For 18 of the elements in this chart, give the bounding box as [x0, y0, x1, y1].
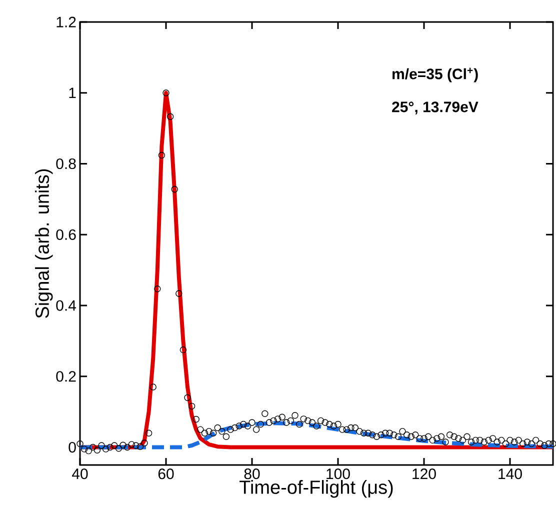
y-tick-label: 0 — [68, 442, 76, 453]
y-tick-label: 0.4 — [56, 300, 76, 311]
line-series — [80, 421, 554, 450]
y-tick-label: 0.2 — [56, 371, 76, 382]
y-tick-label: 1 — [69, 88, 76, 98]
x-tick-label: 100 — [326, 468, 350, 480]
x-axis-title: Time-of-Flight (μs) — [240, 480, 393, 498]
y-tick-label: 1.2 — [56, 16, 76, 28]
x-tick-label: 60 — [158, 468, 174, 480]
annotation: 25°, 13.79eV — [392, 102, 478, 114]
annotation: m/e=35 (Cl$^{+}$) — [392, 68, 478, 82]
y-tick-label: 0.6 — [56, 229, 76, 240]
x-tick-label: 140 — [498, 468, 522, 480]
x-tick-label: 80 — [244, 468, 260, 480]
x-tick-label: 40 — [72, 468, 88, 480]
x-tick-label: 120 — [412, 468, 436, 480]
y-axis-title: Signal (arb. units) — [35, 169, 53, 318]
y-tick-label: 0.8 — [56, 158, 76, 170]
